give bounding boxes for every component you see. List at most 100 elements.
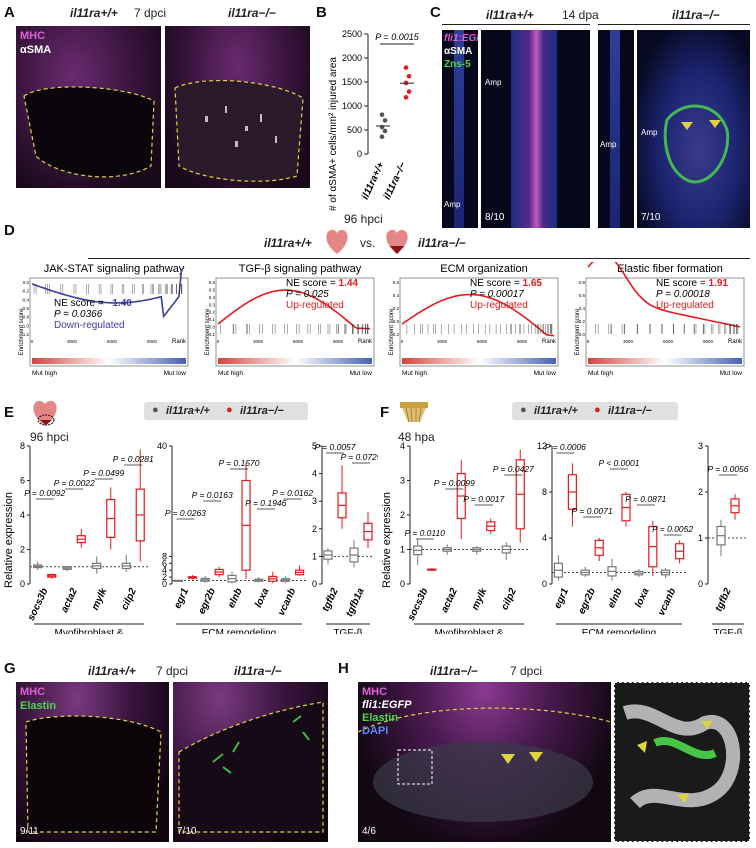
- box-ytick: 8: [542, 487, 547, 497]
- box-pvalue: P = 0.0057: [314, 442, 355, 452]
- gsea-ytick: -0.6: [21, 306, 29, 311]
- panel-a-title-ko: il11ra−/−: [228, 6, 276, 20]
- gsea-xtick: 9000: [333, 339, 344, 344]
- panel-b-ylabel: # of αSMA+ cells/mm² injured area: [328, 57, 339, 211]
- gsea-ytick: -0.4: [21, 297, 29, 302]
- gsea-ytick: -0.1: [207, 332, 215, 337]
- panel-f-time: 48 hpa: [398, 430, 435, 444]
- box-ylabel: Relative expression: [3, 492, 15, 588]
- gsea-ytick: -0.2: [391, 332, 399, 337]
- gsea-rank: Rank: [358, 339, 373, 345]
- box-pvalue: P = 0.0427: [493, 464, 534, 474]
- box-ytick: 0: [312, 579, 317, 589]
- gsea-hits: [406, 324, 553, 334]
- gsea-mut-low: Mut low: [720, 370, 743, 377]
- stain-elastin-h: Elastin: [362, 712, 399, 724]
- ytick-label: 2000: [342, 53, 362, 63]
- gsea-ytick: -0.8: [21, 315, 29, 320]
- panel-d-vs: vs.: [360, 236, 376, 250]
- box-pvalue: P = 0.0110: [405, 528, 446, 538]
- panel-d-time: 96 hpci: [344, 212, 383, 226]
- box-ytick: 4: [312, 469, 317, 479]
- box-gene-label: egr2b: [576, 587, 597, 616]
- panel-c-title-wt: il11ra+/+: [486, 8, 534, 22]
- gsea-xtick: 0: [401, 339, 404, 344]
- gsea-ylabel: Enrichment score: [389, 308, 395, 355]
- box-gene-label: vcanb: [276, 587, 298, 618]
- gsea-ytick: 0.0: [393, 319, 400, 324]
- gsea-curve: [217, 289, 370, 330]
- box-pvalue: P = 0.0871: [625, 494, 666, 504]
- gsea-xtick: 9000: [517, 339, 528, 344]
- panel-label-c: C: [430, 4, 441, 21]
- box-gene-label: socs3b: [26, 587, 51, 623]
- gsea-ytick: 0.4: [209, 295, 216, 300]
- gsea-xtick: 6000: [477, 339, 488, 344]
- panel-b-pvalue: P = 0.0015: [375, 32, 419, 42]
- panel-label-e: E: [4, 404, 15, 421]
- box-pvalue: P = 0.0071: [572, 506, 613, 516]
- gsea-xtick: 6000: [107, 339, 118, 344]
- amp-label-1: Amp: [444, 200, 461, 209]
- gsea-title: TGF-β signaling pathway: [239, 263, 362, 275]
- box-ytick: 1: [400, 545, 405, 555]
- gsea-xtick: 3000: [253, 339, 264, 344]
- group-label-3: TGF-β: [333, 628, 362, 634]
- gsea-ytick: 0.0: [579, 332, 586, 337]
- box-pvalue: P = 0.0729: [340, 452, 378, 462]
- gsea-title: ECM organization: [440, 263, 527, 275]
- point-ko: [406, 73, 412, 79]
- gsea-rank: Rank: [728, 339, 743, 345]
- gsea-colorbar: [402, 358, 556, 364]
- gsea-direction: Up-regulated: [286, 300, 344, 311]
- box-pvalue: P = 0.0099: [434, 478, 475, 488]
- box-gene-label: cilp2: [119, 586, 139, 612]
- box-gene-label: loxa: [633, 586, 652, 609]
- point-ko: [403, 95, 409, 100]
- box-gene-label: egr1: [552, 586, 571, 610]
- panel-h-time: 7 dpci: [510, 664, 543, 678]
- box-gene-label: acta2: [439, 586, 460, 614]
- box-ytick: 4: [400, 441, 405, 451]
- box-ytick: 0: [542, 579, 547, 589]
- panel-g-image-ko: 7/10: [173, 682, 328, 842]
- stain-asma-c: αSMA: [444, 46, 473, 57]
- group-label-1: Myofibroblast &: [55, 628, 124, 634]
- ytick-label: 2500: [342, 29, 362, 39]
- box-pvalue: P = 0.0162: [272, 488, 313, 498]
- gsea-curve: [31, 266, 185, 319]
- gsea-colorbar: [588, 358, 742, 364]
- gsea-colorbar: [218, 358, 372, 364]
- gsea-curve: [401, 293, 555, 337]
- legend-wt-f: il11ra+/+: [534, 405, 578, 417]
- gsea-ytick: 0.5: [209, 287, 216, 292]
- box-ytick: 6: [162, 558, 167, 568]
- gsea-plot-1: JAK-STAT signaling pathway Enrichment sco…: [19, 263, 189, 377]
- panel-g-title-ko: il11ra−/−: [234, 664, 282, 678]
- box-ytick: 3: [400, 476, 405, 486]
- ytick-label: 1000: [342, 101, 362, 111]
- gsea-hits: [595, 324, 739, 334]
- box-gene-label: vcanb: [656, 587, 678, 618]
- box-ytick: 4: [162, 565, 167, 575]
- gsea-ne-score: NE score = 1.91: [656, 278, 728, 289]
- gsea-pvalue: P = 0.00017: [470, 289, 524, 300]
- box-pvalue: P = 0.0281: [113, 454, 154, 464]
- panel-d-left: il11ra+/+: [264, 236, 312, 250]
- box-gene-label: egr2b: [196, 587, 217, 616]
- box-gene-label: elnb: [606, 587, 625, 610]
- panel-a-time: 7 dpci: [134, 6, 167, 20]
- gsea-mut-low: Mut low: [350, 370, 373, 377]
- amp-label-4: Amp: [641, 128, 658, 137]
- heart-injured-icon: [386, 229, 408, 254]
- gsea-ytick: 0.6: [393, 280, 400, 285]
- legend-ko-e: il11ra−/−: [240, 405, 284, 417]
- gsea-ne-score: NE score = −1.40: [54, 298, 132, 309]
- gsea-ytick: 0.2: [209, 310, 216, 315]
- gsea-ytick: 0.4: [393, 293, 400, 298]
- stain-mhc-g: MHC: [20, 686, 46, 698]
- gsea-xtick: 0: [31, 339, 34, 344]
- box-pvalue: P = 0.0022: [54, 478, 95, 488]
- gsea-pvalue: P = 0.0366: [54, 309, 103, 320]
